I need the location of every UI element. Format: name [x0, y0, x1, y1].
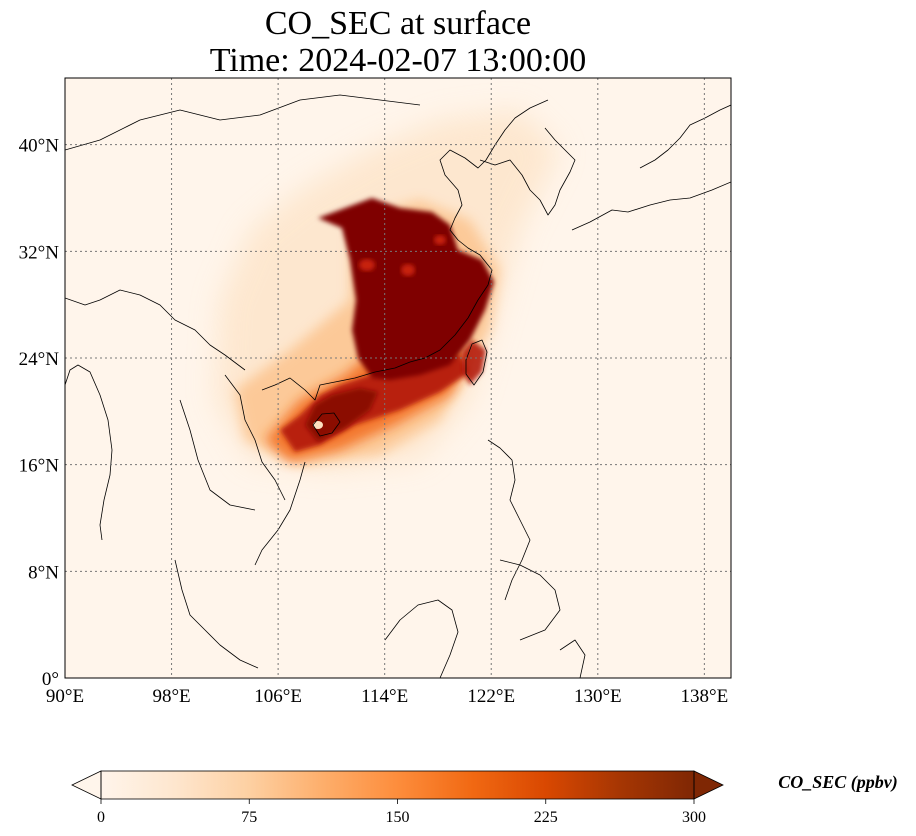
coastline-china — [261, 99, 549, 401]
core-gap — [401, 264, 415, 276]
coastline-hainan — [312, 412, 341, 437]
border-myanmar-thailand — [179, 399, 256, 511]
latitude-axis-labels: 0° 8°N 16°N 24°N 32°N 40°N — [19, 136, 60, 690]
coastline-korea — [479, 127, 576, 216]
coastline-mindanao — [499, 559, 561, 641]
gridlines — [65, 78, 731, 678]
colorbar-extend-min — [71, 770, 102, 800]
longitude-axis-labels: 90°E 98°E 106°E 114°E 122°E 130°E 138°E — [46, 686, 728, 707]
border-mongolia — [65, 94, 421, 151]
longitude-tick-label: 106°E — [254, 686, 302, 707]
core-gap — [434, 235, 446, 245]
colorbar-tick-label: 225 — [534, 809, 558, 826]
coastline-japan-north — [639, 104, 731, 169]
colorbar-tick-label: 150 — [386, 809, 410, 826]
longitude-tick-label: 122°E — [467, 686, 515, 707]
plume-core-hainan — [305, 388, 378, 442]
concentration-field — [65, 94, 731, 678]
colorbar: 0 75 150 225 300 CO_SEC (ppbv) — [71, 770, 898, 826]
latitude-tick-label: 32°N — [19, 242, 60, 263]
colorbar-label: CO_SEC (ppbv) — [778, 772, 898, 793]
coastline-bay-of-bengal — [65, 364, 113, 541]
colorbar-tick-label: 0 — [97, 809, 105, 826]
colorbar-extend-max — [693, 770, 724, 800]
coastline-philippines — [487, 439, 531, 601]
map-panel: 90°E 98°E 106°E 114°E 122°E 130°E 138°E 0° 8°N 1… — [19, 77, 732, 707]
longitude-tick-label: 90°E — [46, 686, 84, 707]
coastline-sulawesi — [559, 639, 586, 678]
latitude-tick-label: 16°N — [19, 456, 60, 477]
longitude-tick-label: 114°E — [361, 686, 408, 707]
border-laos-vietnam — [224, 374, 286, 501]
coastline-borneo — [384, 599, 459, 678]
latitude-tick-label: 8°N — [28, 562, 59, 583]
coastline-malay — [174, 559, 259, 669]
map-frame — [64, 77, 732, 679]
map-title: CO_SEC at surface — [264, 5, 532, 42]
colorbar-ticks: 0 75 150 225 300 — [97, 799, 706, 826]
longitude-tick-label: 130°E — [574, 686, 622, 707]
hainan-light-spot — [313, 421, 323, 429]
longitude-tick-label: 98°E — [152, 686, 190, 707]
latitude-tick-label: 24°N — [19, 349, 60, 370]
border-himalaya — [65, 289, 246, 371]
longitude-tick-label: 138°E — [681, 686, 729, 707]
core-gap — [359, 259, 375, 271]
coastline-vietnam — [254, 461, 306, 566]
latitude-tick-label: 40°N — [19, 136, 60, 157]
colorbar-tick-label: 75 — [241, 809, 257, 826]
colorbar-gradient — [101, 771, 694, 799]
coastline-taiwan — [465, 339, 488, 386]
plume-core — [318, 198, 494, 380]
colorbar-tick-label: 300 — [682, 809, 706, 826]
latitude-tick-label: 0° — [42, 669, 59, 690]
map-subtitle-time: Time: 2024-02-07 13:00:00 — [209, 42, 587, 79]
plume-taiwan — [462, 340, 486, 385]
